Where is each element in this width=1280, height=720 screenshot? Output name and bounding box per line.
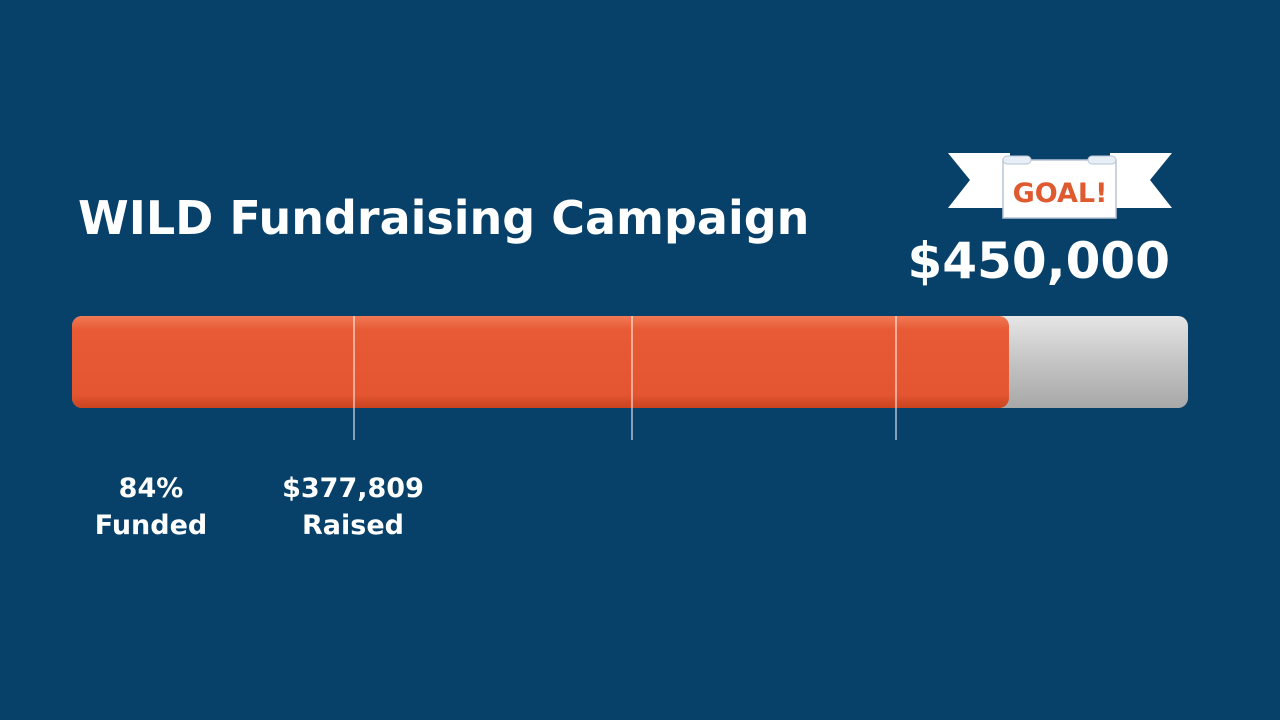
scroll-curl <box>1087 155 1117 165</box>
goal-ribbon: GOAL! <box>948 153 1172 219</box>
ribbon-scroll <box>1002 159 1117 219</box>
scroll-curl <box>1002 155 1032 165</box>
raised-caption: Raised <box>302 510 404 541</box>
ribbon-right <box>1110 153 1172 208</box>
title: WILD Fundraising Campaign <box>78 191 809 245</box>
raised-amount: $377,809 <box>282 473 424 504</box>
progress-fill <box>72 316 1009 408</box>
funded-percent: 84% <box>119 473 184 504</box>
ribbon-left <box>948 153 1010 208</box>
funded-caption: Funded <box>95 510 208 541</box>
goal-amount: $450,000 <box>907 232 1170 290</box>
goal-banner: GOAL! <box>1013 178 1108 209</box>
